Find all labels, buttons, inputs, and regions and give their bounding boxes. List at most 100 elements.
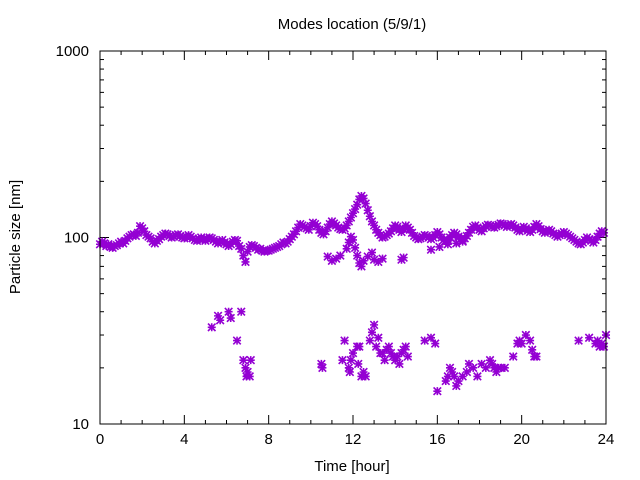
data-point xyxy=(241,257,250,267)
data-point xyxy=(441,376,451,386)
data-point xyxy=(500,363,510,373)
data-point xyxy=(517,339,526,348)
data-point xyxy=(348,348,358,358)
data-point xyxy=(378,233,387,242)
data-point xyxy=(344,363,354,373)
data-point xyxy=(365,211,375,221)
data-point xyxy=(447,367,457,377)
data-point xyxy=(445,363,455,373)
data-point xyxy=(426,333,436,343)
data-point xyxy=(384,342,394,351)
data-point xyxy=(353,359,363,369)
data-point xyxy=(485,355,495,365)
data-point xyxy=(312,221,322,231)
data-point xyxy=(338,355,347,365)
data-point xyxy=(508,352,518,361)
data-point xyxy=(451,239,461,248)
data-point xyxy=(435,242,444,252)
data-point xyxy=(477,359,486,369)
data-point xyxy=(354,195,364,204)
data-point xyxy=(380,355,389,365)
y-tick-label: 10 xyxy=(72,416,89,433)
data-point xyxy=(268,244,278,254)
data-point xyxy=(521,330,531,340)
data-point xyxy=(215,315,225,325)
data-point xyxy=(236,244,246,254)
data-point xyxy=(371,342,381,351)
data-point xyxy=(593,336,602,345)
data-point xyxy=(591,235,600,245)
data-point xyxy=(139,226,149,236)
data-point xyxy=(177,233,187,242)
data-point xyxy=(346,213,356,222)
data-point xyxy=(584,333,594,343)
plot-frame xyxy=(99,50,607,425)
data-point xyxy=(323,223,333,232)
data-point xyxy=(350,204,360,214)
data-point xyxy=(205,233,214,242)
data-point xyxy=(365,336,375,345)
data-point xyxy=(392,352,402,361)
axis-ticks: 0 4 8 12 16 20 24 10 100 1000 xyxy=(56,43,615,448)
x-tick-label: 8 xyxy=(264,431,272,448)
data-point xyxy=(462,367,472,377)
data-point xyxy=(574,239,583,248)
data-point xyxy=(433,386,442,396)
data-point xyxy=(367,248,377,257)
data-point xyxy=(397,348,406,358)
data-point xyxy=(340,336,349,345)
data-point xyxy=(464,359,474,369)
data-point xyxy=(369,255,379,265)
data-points xyxy=(95,191,611,396)
data-point xyxy=(110,241,120,251)
data-point xyxy=(369,320,379,330)
data-point xyxy=(279,238,288,247)
data-point xyxy=(344,238,354,247)
data-point xyxy=(401,342,411,351)
x-axis-label: Time [hour] xyxy=(314,458,389,475)
data-point xyxy=(458,372,467,381)
data-point xyxy=(239,251,248,260)
data-point xyxy=(318,363,327,373)
data-point xyxy=(574,336,583,345)
y-axis-label: Particle size [nm] xyxy=(7,180,24,294)
data-point xyxy=(399,224,408,234)
data-point xyxy=(599,342,609,351)
data-point xyxy=(317,359,326,369)
data-point xyxy=(451,381,461,391)
data-point xyxy=(293,223,303,232)
data-point xyxy=(352,251,362,260)
data-point xyxy=(260,247,269,256)
data-point xyxy=(270,243,280,253)
data-point xyxy=(390,355,400,365)
data-point xyxy=(443,239,453,249)
data-point xyxy=(359,194,368,203)
data-point xyxy=(207,322,217,332)
data-point xyxy=(352,200,362,209)
data-point xyxy=(449,372,459,381)
data-point xyxy=(246,355,256,365)
data-point xyxy=(388,352,398,361)
data-point xyxy=(354,342,364,351)
data-point xyxy=(190,235,200,245)
data-point xyxy=(243,247,252,256)
x-tick-label: 16 xyxy=(429,431,446,448)
x-tick-label: 12 xyxy=(345,431,362,448)
data-point xyxy=(373,333,383,343)
data-point xyxy=(321,226,330,236)
y-tick-label: 1000 xyxy=(56,43,89,60)
data-point xyxy=(232,236,242,246)
data-point xyxy=(213,311,223,321)
data-point xyxy=(430,339,440,348)
data-point xyxy=(236,307,246,317)
data-point xyxy=(304,225,314,235)
data-point xyxy=(458,237,467,246)
data-point xyxy=(369,221,379,230)
data-point xyxy=(239,355,248,365)
data-point xyxy=(291,226,301,236)
data-point xyxy=(525,336,535,345)
data-point xyxy=(426,245,436,255)
data-point xyxy=(224,307,233,317)
data-point xyxy=(245,372,255,381)
